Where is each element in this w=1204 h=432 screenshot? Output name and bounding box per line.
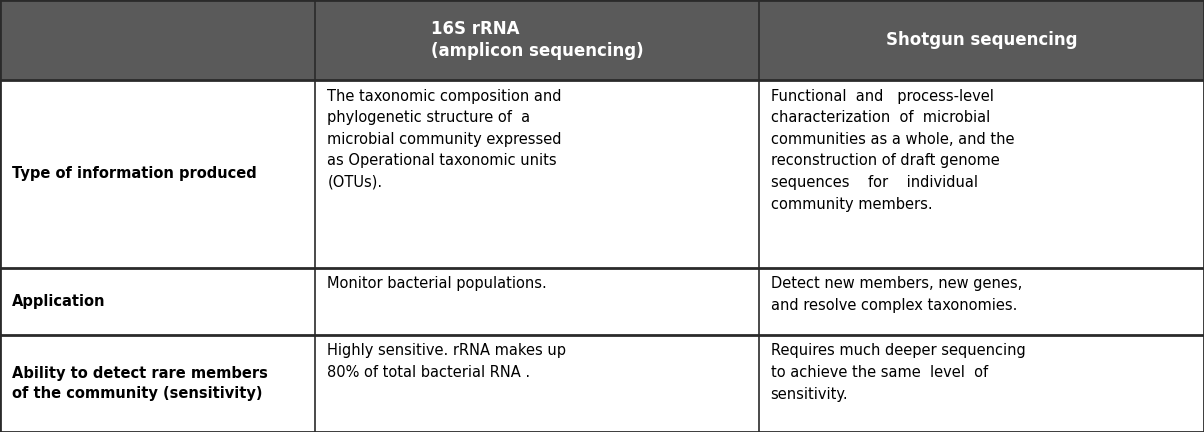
Text: Detect new members, new genes,
and resolve complex taxonomies.: Detect new members, new genes, and resol…	[771, 276, 1022, 313]
Bar	[0, 80, 315, 268]
Text: 16S rRNA
(amplicon sequencing): 16S rRNA (amplicon sequencing)	[431, 20, 643, 60]
Bar	[315, 0, 759, 80]
Text: Shotgun sequencing: Shotgun sequencing	[885, 31, 1078, 49]
Bar	[315, 80, 759, 268]
Bar	[759, 0, 1204, 80]
Text: Type of information produced: Type of information produced	[12, 166, 256, 181]
Bar	[759, 268, 1204, 335]
Text: Requires much deeper sequencing
to achieve the same  level  of
sensitivity.: Requires much deeper sequencing to achie…	[771, 343, 1026, 402]
Bar	[0, 268, 315, 335]
Bar	[315, 268, 759, 335]
Bar	[0, 0, 315, 80]
Text: The taxonomic composition and
phylogenetic structure of  a
microbial community e: The taxonomic composition and phylogenet…	[327, 89, 562, 190]
Text: Monitor bacterial populations.: Monitor bacterial populations.	[327, 276, 548, 292]
Text: Ability to detect rare members
of the community (sensitivity): Ability to detect rare members of the co…	[12, 366, 268, 401]
Text: Highly sensitive. rRNA makes up
80% of total bacterial RNA .: Highly sensitive. rRNA makes up 80% of t…	[327, 343, 567, 380]
Bar	[315, 335, 759, 432]
Text: Functional  and   process-level
characterization  of  microbial
communities as a: Functional and process-level characteriz…	[771, 89, 1014, 212]
Bar	[0, 335, 315, 432]
Bar	[759, 335, 1204, 432]
Bar	[759, 80, 1204, 268]
Text: Application: Application	[12, 294, 106, 309]
